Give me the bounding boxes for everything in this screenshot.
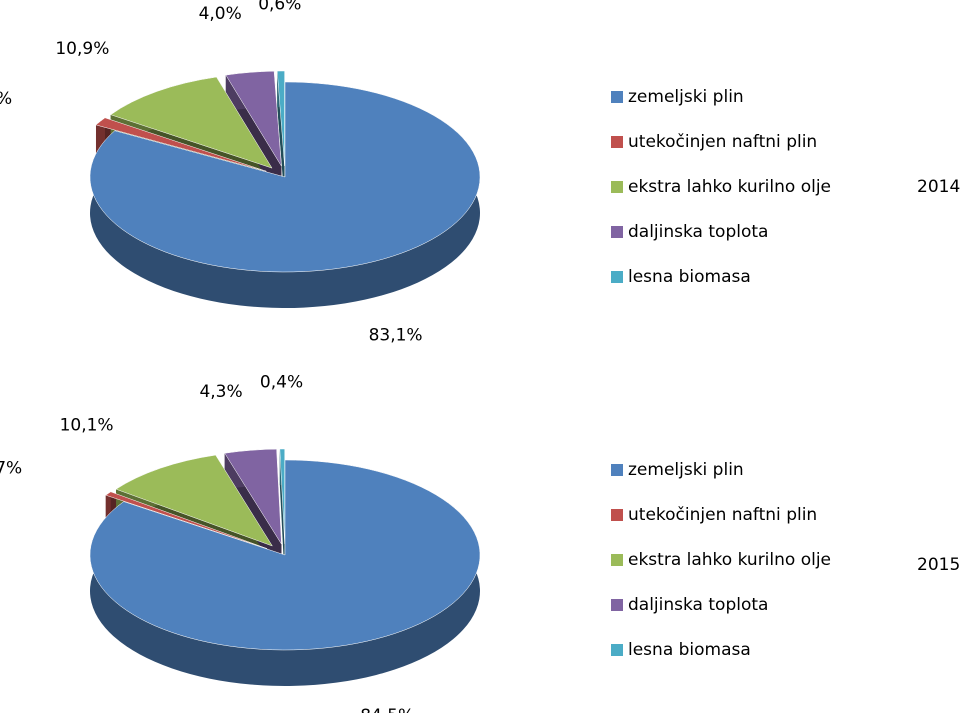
legend-label: ekstra lahko kurilno olje: [628, 550, 831, 570]
legend-swatch: [611, 644, 623, 656]
slice: [276, 70, 285, 167]
slice: [115, 454, 273, 547]
chart-title: 2015: [917, 555, 960, 575]
legend-swatch: [611, 599, 623, 611]
slice: [105, 491, 268, 549]
chart-title: 2014: [917, 177, 960, 197]
legend-label: lesna biomasa: [628, 640, 751, 660]
legend-swatch: [611, 464, 623, 476]
legend-label: utekočinjen naftni plin: [628, 505, 817, 525]
slice: [89, 459, 481, 651]
legend-label: daljinska toplota: [628, 595, 768, 615]
slice: [95, 117, 267, 172]
legend-label: lesna biomasa: [628, 267, 751, 287]
data-label: 84,5%: [360, 706, 414, 713]
slice: [224, 448, 282, 546]
legend-label: zemeljski plin: [628, 87, 744, 107]
legend-label: daljinska toplota: [628, 222, 768, 242]
slice: [89, 81, 481, 273]
legend-swatch: [611, 91, 623, 103]
data-label: 10,1%: [60, 415, 114, 435]
legend-swatch: [611, 136, 623, 148]
legend-swatch: [611, 509, 623, 521]
legend-label: zemeljski plin: [628, 460, 744, 480]
data-label: 0,6%: [258, 0, 301, 14]
legend-swatch: [611, 554, 623, 566]
data-label: 83,1%: [369, 325, 423, 345]
data-label: 4,0%: [199, 4, 242, 24]
legend-label: ekstra lahko kurilno olje: [628, 177, 831, 197]
legend-swatch: [611, 181, 623, 193]
slice: [225, 70, 282, 167]
data-label: 1,4%: [0, 89, 12, 109]
data-label: 10,9%: [55, 39, 109, 59]
slice: [110, 76, 273, 169]
legend-swatch: [611, 226, 623, 238]
data-label: 0,7%: [0, 459, 22, 479]
data-label: 0,4%: [260, 372, 303, 392]
data-label: 4,3%: [199, 382, 242, 402]
slice: [279, 448, 285, 545]
legend-label: utekočinjen naftni plin: [628, 132, 817, 152]
legend-swatch: [611, 271, 623, 283]
